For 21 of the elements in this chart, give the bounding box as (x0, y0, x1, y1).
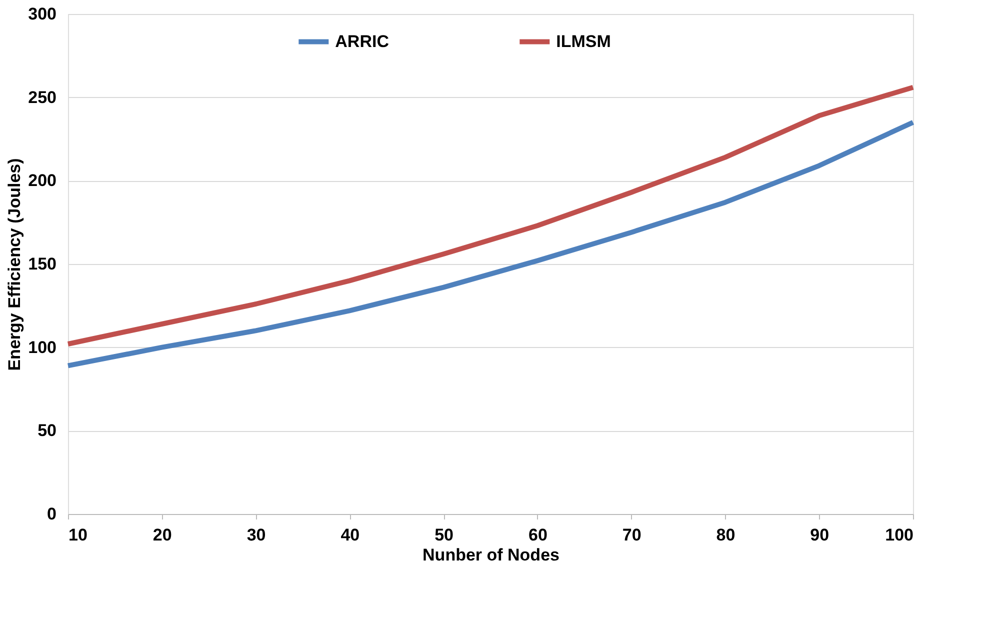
x-tick-label: 40 (340, 526, 360, 544)
x-tick-label: 100 (885, 526, 914, 544)
legend-label: ARRIC (335, 32, 389, 51)
y-tick-label: 300 (28, 4, 56, 24)
x-tick-label: 70 (622, 526, 642, 544)
y-axis-title: Energy Efficiency (Joules) (5, 158, 24, 371)
legend-label: ILMSM (556, 32, 611, 51)
x-tick-label: 90 (810, 526, 830, 544)
x-tick-label: 20 (152, 526, 172, 544)
x-axis-title: Nunber of Nodes (422, 546, 560, 564)
x-tick-label: 60 (528, 526, 548, 544)
y-tick-label: 50 (38, 421, 56, 440)
x-tick-label: 30 (246, 526, 266, 544)
y-tick-label: 100 (28, 338, 56, 357)
x-tick-label: 10 (68, 526, 88, 544)
x-tick-label: 50 (434, 526, 454, 544)
x-tick-label: 80 (716, 526, 736, 544)
y-tick-label: 150 (28, 254, 56, 274)
y-tick-label: 200 (28, 171, 56, 190)
y-tick-label: 0 (47, 504, 56, 524)
y-tick-label: 250 (28, 88, 56, 107)
